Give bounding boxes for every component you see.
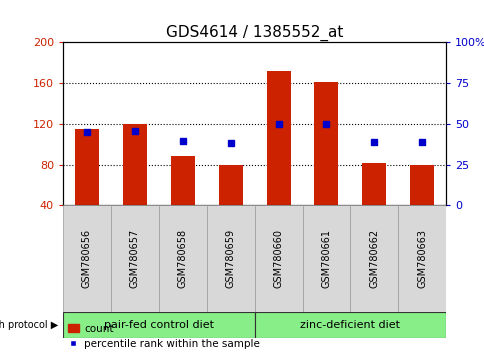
Bar (158, 205, 206, 312)
Text: growth protocol ▶: growth protocol ▶ (0, 320, 58, 330)
Text: GSM780658: GSM780658 (178, 229, 187, 288)
Bar (111, 205, 158, 312)
Text: GSM780663: GSM780663 (416, 229, 426, 288)
Text: GSM780659: GSM780659 (225, 229, 235, 288)
Title: GDS4614 / 1385552_at: GDS4614 / 1385552_at (166, 25, 343, 41)
Bar (254, 312, 445, 338)
Text: GSM780662: GSM780662 (369, 229, 378, 288)
Bar (63, 205, 111, 312)
Bar (254, 205, 302, 312)
Bar (206, 205, 254, 312)
Bar (409, 165, 433, 205)
Bar (218, 165, 242, 205)
Bar (397, 205, 445, 312)
Text: GSM780656: GSM780656 (82, 229, 92, 288)
Legend: count, percentile rank within the sample: count, percentile rank within the sample (68, 324, 259, 349)
Bar (266, 71, 290, 205)
Bar (170, 156, 195, 205)
Bar (63, 312, 254, 338)
Text: zinc-deficient diet: zinc-deficient diet (300, 320, 400, 330)
Bar (75, 129, 99, 205)
Text: pair-fed control diet: pair-fed control diet (104, 320, 213, 330)
Bar (122, 124, 147, 205)
Text: GSM780661: GSM780661 (321, 229, 331, 288)
Text: GSM780660: GSM780660 (273, 229, 283, 288)
Bar (362, 162, 386, 205)
Bar (349, 205, 397, 312)
Bar (314, 82, 338, 205)
Bar (302, 205, 349, 312)
Text: GSM780657: GSM780657 (130, 229, 139, 288)
